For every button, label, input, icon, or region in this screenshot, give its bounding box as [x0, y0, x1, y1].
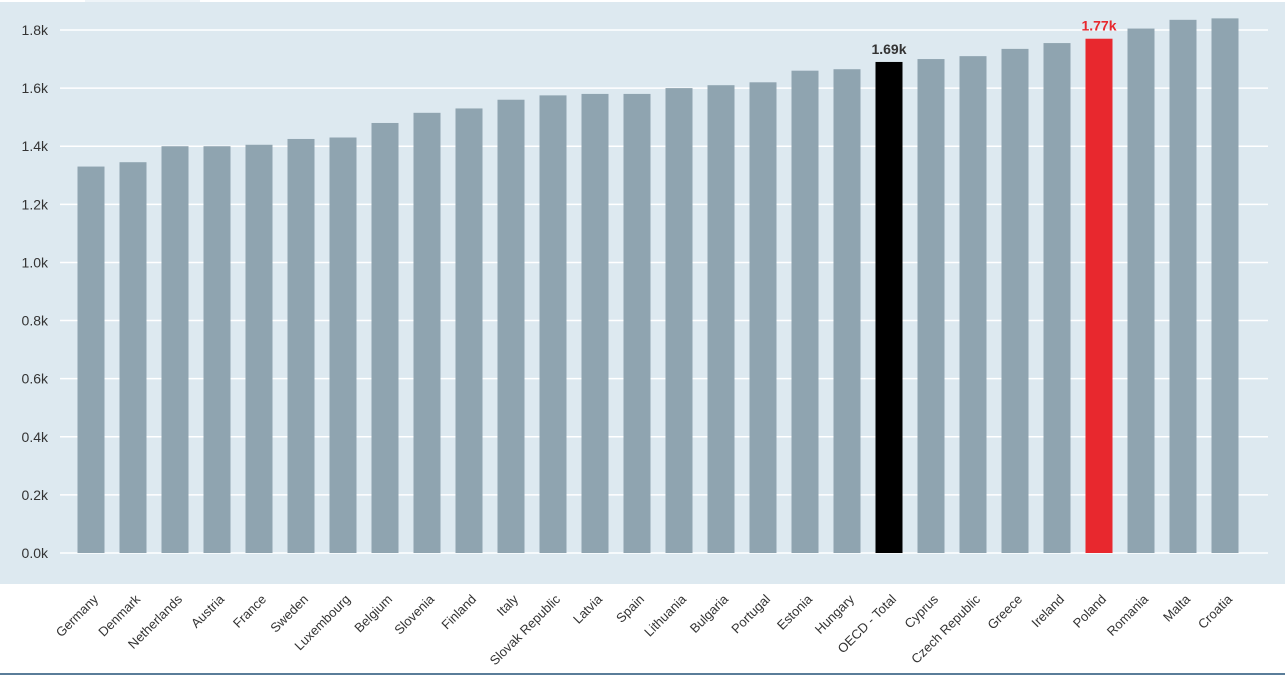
x-tick-label: Latvia [570, 591, 606, 627]
x-tick-label: Croatia [1195, 591, 1236, 632]
x-tick-label: Cyprus [901, 591, 941, 631]
y-tick-label: 0.0k [22, 545, 49, 561]
x-tick-label: Estonia [774, 591, 816, 633]
bar [161, 146, 189, 553]
bar [1085, 38, 1113, 553]
x-tick-label: Spain [613, 592, 647, 626]
bar [749, 82, 777, 554]
x-tick-label: Italy [494, 591, 522, 619]
data-label: 1.69k [871, 41, 906, 57]
bar [1127, 28, 1155, 553]
bar [707, 85, 735, 553]
bar [329, 137, 357, 553]
x-tick-label: France [230, 592, 269, 631]
y-tick-label: 0.2k [22, 487, 49, 503]
bar [959, 56, 987, 554]
bar [77, 166, 105, 554]
bar [875, 61, 903, 553]
x-tick-label: Ireland [1028, 592, 1067, 631]
y-tick-label: 0.8k [22, 313, 49, 329]
y-tick-label: 1.0k [22, 254, 49, 270]
bar [497, 99, 525, 553]
y-tick-label: 1.8k [22, 22, 49, 38]
x-tick-label: Greece [984, 592, 1025, 633]
y-tick-label: 1.2k [22, 196, 49, 212]
bar [1043, 43, 1071, 553]
y-tick-label: 0.6k [22, 371, 49, 387]
x-tick-label: Germany [53, 591, 102, 640]
x-tick-label: Poland [1070, 592, 1109, 631]
bar [287, 138, 315, 554]
bar [1001, 48, 1029, 554]
bar [581, 93, 609, 553]
x-tick-label: Malta [1160, 591, 1194, 625]
top-tab-accent [85, 0, 200, 2]
y-tick-label: 1.4k [22, 138, 49, 154]
bar [791, 70, 819, 553]
y-tick-label: 1.6k [22, 80, 49, 96]
bar [623, 93, 651, 553]
bar [119, 162, 147, 554]
y-tick-label: 0.4k [22, 429, 49, 445]
x-tick-label: Slovenia [391, 591, 437, 637]
bar [1211, 18, 1239, 553]
bar [665, 88, 693, 553]
bar [539, 95, 567, 553]
bar [455, 108, 483, 553]
bar [371, 122, 399, 553]
x-tick-label: Finland [438, 592, 479, 633]
bar [203, 146, 231, 553]
x-tick-label: Portugal [728, 591, 773, 636]
bar [245, 144, 273, 553]
bar [917, 59, 945, 554]
bar [413, 112, 441, 553]
x-tick-label: Bulgaria [687, 591, 732, 636]
data-label: 1.77k [1081, 18, 1116, 34]
bar [1169, 19, 1197, 553]
x-tick-label: Belgium [351, 592, 395, 636]
x-tick-label: Lithuania [641, 591, 689, 639]
x-tick-label: Austria [188, 591, 228, 631]
x-tick-label: Romania [1104, 591, 1152, 639]
bar [833, 69, 861, 553]
